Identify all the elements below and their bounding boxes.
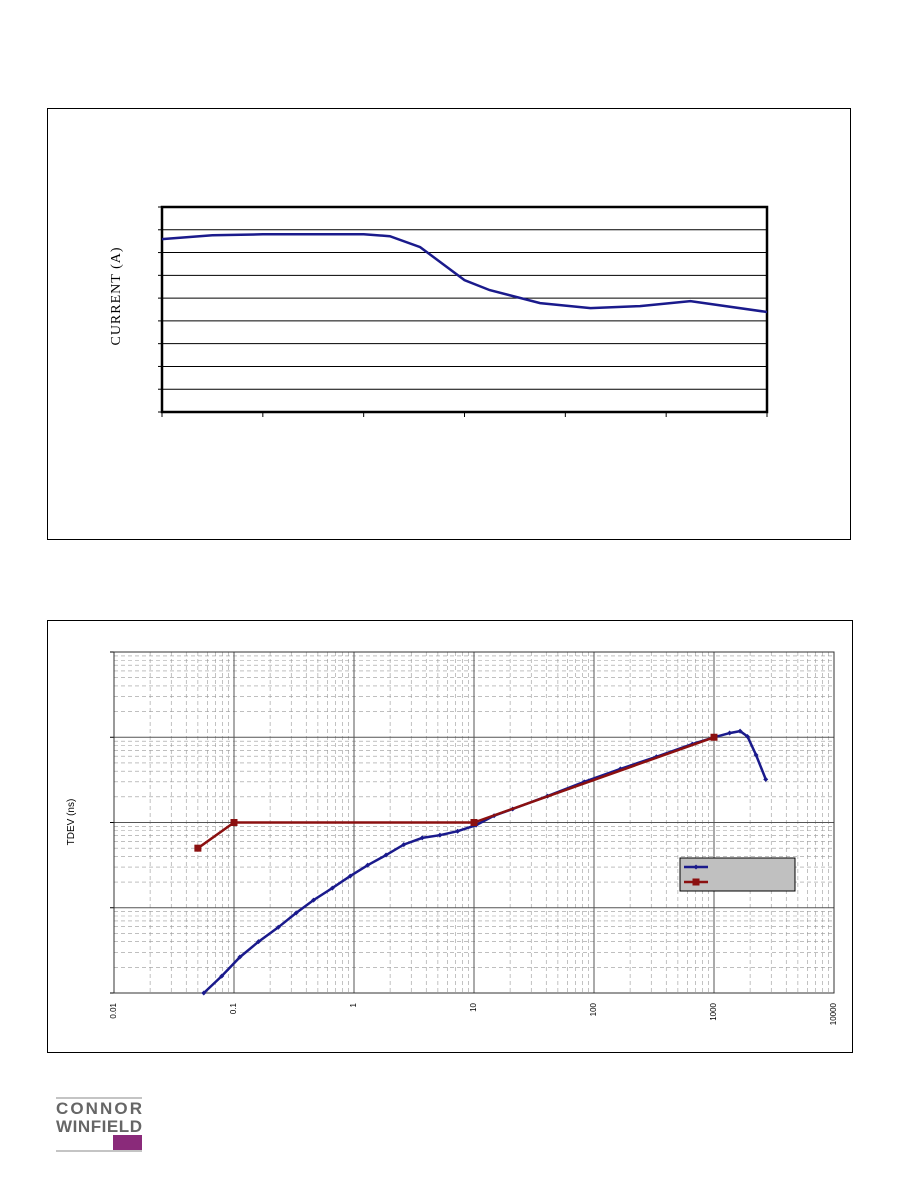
logo-text: WINFIELD — [56, 1117, 142, 1136]
y-axis-label: CURRENT (A) — [109, 246, 124, 345]
marker — [201, 990, 207, 996]
chart-frame — [47, 620, 853, 1053]
x-tick-label: 0.01 — [109, 1002, 118, 1018]
x-tick-label: 10000 — [829, 1002, 838, 1025]
x-tick-label: 0.1 — [229, 1002, 238, 1014]
marker — [383, 852, 389, 858]
marker — [753, 752, 759, 758]
marker — [293, 910, 299, 916]
x-tick-label: 1000 — [709, 1002, 718, 1020]
marker — [401, 842, 407, 848]
legend-marker — [693, 864, 699, 870]
marker — [437, 832, 443, 838]
marker — [365, 862, 371, 868]
marker — [727, 730, 733, 736]
logo: CONNOR WINFIELD — [56, 1097, 142, 1152]
marker — [255, 939, 261, 945]
marker — [237, 954, 243, 960]
legend-marker — [692, 878, 700, 886]
chart-frame — [47, 108, 851, 540]
x-tick-label: 1 — [349, 1002, 358, 1007]
marker — [744, 734, 750, 740]
marker — [219, 973, 225, 979]
logo-block — [113, 1135, 142, 1150]
marker — [347, 873, 353, 879]
y-axis-label: TDEV (ns) — [66, 799, 77, 846]
logo-text: CONNOR — [56, 1099, 142, 1118]
marker — [311, 897, 317, 903]
data-line — [161, 233, 768, 314]
x-tick-label: 10 — [469, 1002, 478, 1011]
marker — [419, 835, 425, 841]
marker — [455, 828, 461, 834]
marker — [737, 728, 743, 734]
plot-border — [160, 205, 769, 414]
x-tick-label: 100 — [589, 1002, 598, 1016]
legend — [679, 857, 796, 892]
data-line — [197, 736, 715, 850]
marker — [194, 844, 202, 852]
plot-border — [113, 651, 835, 994]
marker — [470, 819, 478, 826]
marker — [710, 733, 718, 741]
marker — [230, 819, 238, 826]
marker — [763, 776, 769, 782]
marker — [275, 924, 281, 930]
marker — [329, 885, 335, 891]
